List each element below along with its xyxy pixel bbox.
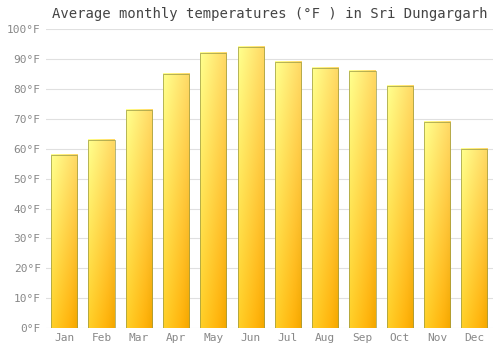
Bar	[88, 140, 115, 328]
Bar	[424, 122, 450, 328]
Title: Average monthly temperatures (°F ) in Sri Dungargarh: Average monthly temperatures (°F ) in Sr…	[52, 7, 487, 21]
Bar	[350, 71, 376, 328]
Bar	[163, 74, 189, 328]
Bar	[275, 62, 301, 328]
Bar	[200, 53, 226, 328]
Bar	[462, 149, 487, 328]
Bar	[238, 47, 264, 328]
Bar	[387, 86, 413, 328]
Bar	[51, 155, 78, 328]
Bar	[126, 110, 152, 328]
Bar	[312, 68, 338, 328]
